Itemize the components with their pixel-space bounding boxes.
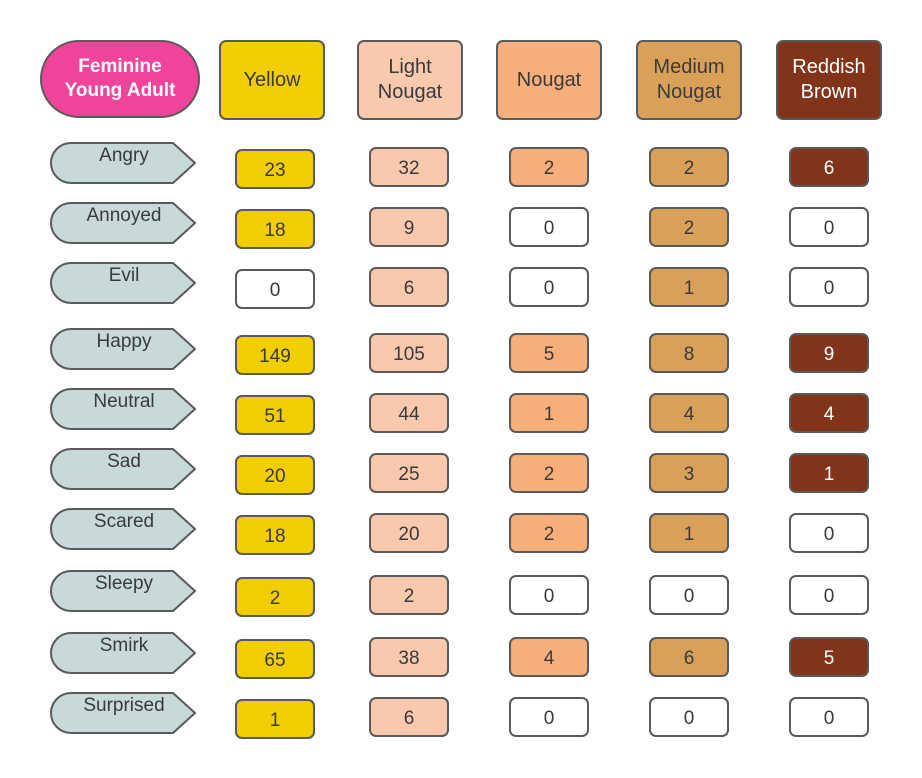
row-label-annoyed: Annoyed — [50, 202, 196, 244]
row-label-shape — [50, 328, 196, 370]
row-label-shape — [50, 142, 196, 184]
cell-happy-medium-nougat: 8 — [649, 333, 729, 373]
row-label-text: Neutral — [93, 391, 154, 412]
row-label-text: Surprised — [83, 695, 164, 716]
row-label-shape — [50, 692, 196, 734]
column-header-yellow: Yellow — [219, 40, 325, 120]
cell-smirk-medium-nougat: 6 — [649, 637, 729, 677]
cell-angry-reddish-brown: 6 — [789, 147, 869, 187]
cell-angry-nougat: 2 — [509, 147, 589, 187]
cell-annoyed-yellow: 18 — [235, 209, 315, 249]
row-label-text: Angry — [99, 145, 149, 166]
cell-scared-nougat: 2 — [509, 513, 589, 553]
column-header-medium-nougat: Medium Nougat — [636, 40, 742, 120]
cell-smirk-reddish-brown: 5 — [789, 637, 869, 677]
cell-sleepy-nougat: 0 — [509, 575, 589, 615]
row-label-shape — [50, 388, 196, 430]
cell-scared-yellow: 18 — [235, 515, 315, 555]
row-label-text: Sleepy — [95, 573, 154, 594]
row-label-sad: Sad — [50, 448, 196, 490]
cell-smirk-nougat: 4 — [509, 637, 589, 677]
column-header-nougat: Nougat — [496, 40, 602, 120]
column-header-light-nougat: Light Nougat — [357, 40, 463, 120]
cell-sleepy-reddish-brown: 0 — [789, 575, 869, 615]
cell-neutral-light-nougat: 44 — [369, 393, 449, 433]
row-label-happy: Happy — [50, 328, 196, 370]
cell-scared-reddish-brown: 0 — [789, 513, 869, 553]
row-label-text: Happy — [97, 331, 152, 352]
cell-neutral-medium-nougat: 4 — [649, 393, 729, 433]
cell-evil-yellow: 0 — [235, 269, 315, 309]
row-label-text: Smirk — [100, 635, 149, 656]
title-badge: Feminine Young Adult — [40, 40, 200, 118]
row-label-shape — [50, 632, 196, 674]
cell-neutral-yellow: 51 — [235, 395, 315, 435]
cell-surprised-yellow: 1 — [235, 699, 315, 739]
row-label-text: Scared — [94, 511, 154, 532]
row-label-smirk: Smirk — [50, 632, 196, 674]
cell-angry-light-nougat: 32 — [369, 147, 449, 187]
row-label-text: Annoyed — [86, 205, 161, 226]
cell-sad-yellow: 20 — [235, 455, 315, 495]
row-label-evil: Evil — [50, 262, 196, 304]
cell-annoyed-medium-nougat: 2 — [649, 207, 729, 247]
cell-happy-light-nougat: 105 — [369, 333, 449, 373]
cell-smirk-yellow: 65 — [235, 639, 315, 679]
cell-surprised-reddish-brown: 0 — [789, 697, 869, 737]
cell-evil-light-nougat: 6 — [369, 267, 449, 307]
cell-annoyed-light-nougat: 9 — [369, 207, 449, 247]
cell-evil-medium-nougat: 1 — [649, 267, 729, 307]
cell-happy-nougat: 5 — [509, 333, 589, 373]
row-label-shape — [50, 262, 196, 304]
cell-scared-light-nougat: 20 — [369, 513, 449, 553]
cell-surprised-light-nougat: 6 — [369, 697, 449, 737]
cell-scared-medium-nougat: 1 — [649, 513, 729, 553]
cell-sad-light-nougat: 25 — [369, 453, 449, 493]
cell-sleepy-light-nougat: 2 — [369, 575, 449, 615]
row-label-shape — [50, 508, 196, 550]
row-label-shape — [50, 448, 196, 490]
cell-smirk-light-nougat: 38 — [369, 637, 449, 677]
cell-happy-yellow: 149 — [235, 335, 315, 375]
cell-angry-medium-nougat: 2 — [649, 147, 729, 187]
row-label-neutral: Neutral — [50, 388, 196, 430]
cell-sleepy-yellow: 2 — [235, 577, 315, 617]
column-header-reddish-brown: Reddish Brown — [776, 40, 882, 120]
row-label-shape — [50, 570, 196, 612]
cell-sad-reddish-brown: 1 — [789, 453, 869, 493]
row-label-text: Evil — [109, 265, 140, 286]
cell-annoyed-nougat: 0 — [509, 207, 589, 247]
cell-happy-reddish-brown: 9 — [789, 333, 869, 373]
row-label-sleepy: Sleepy — [50, 570, 196, 612]
row-label-text: Sad — [107, 451, 141, 472]
cell-evil-reddish-brown: 0 — [789, 267, 869, 307]
cell-evil-nougat: 0 — [509, 267, 589, 307]
cell-neutral-nougat: 1 — [509, 393, 589, 433]
cell-neutral-reddish-brown: 4 — [789, 393, 869, 433]
row-label-angry: Angry — [50, 142, 196, 184]
row-label-shape — [50, 202, 196, 244]
cell-angry-yellow: 23 — [235, 149, 315, 189]
row-label-surprised: Surprised — [50, 692, 196, 734]
cell-sad-medium-nougat: 3 — [649, 453, 729, 493]
cell-sad-nougat: 2 — [509, 453, 589, 493]
row-label-scared: Scared — [50, 508, 196, 550]
cell-surprised-medium-nougat: 0 — [649, 697, 729, 737]
cell-annoyed-reddish-brown: 0 — [789, 207, 869, 247]
cell-sleepy-medium-nougat: 0 — [649, 575, 729, 615]
cell-surprised-nougat: 0 — [509, 697, 589, 737]
